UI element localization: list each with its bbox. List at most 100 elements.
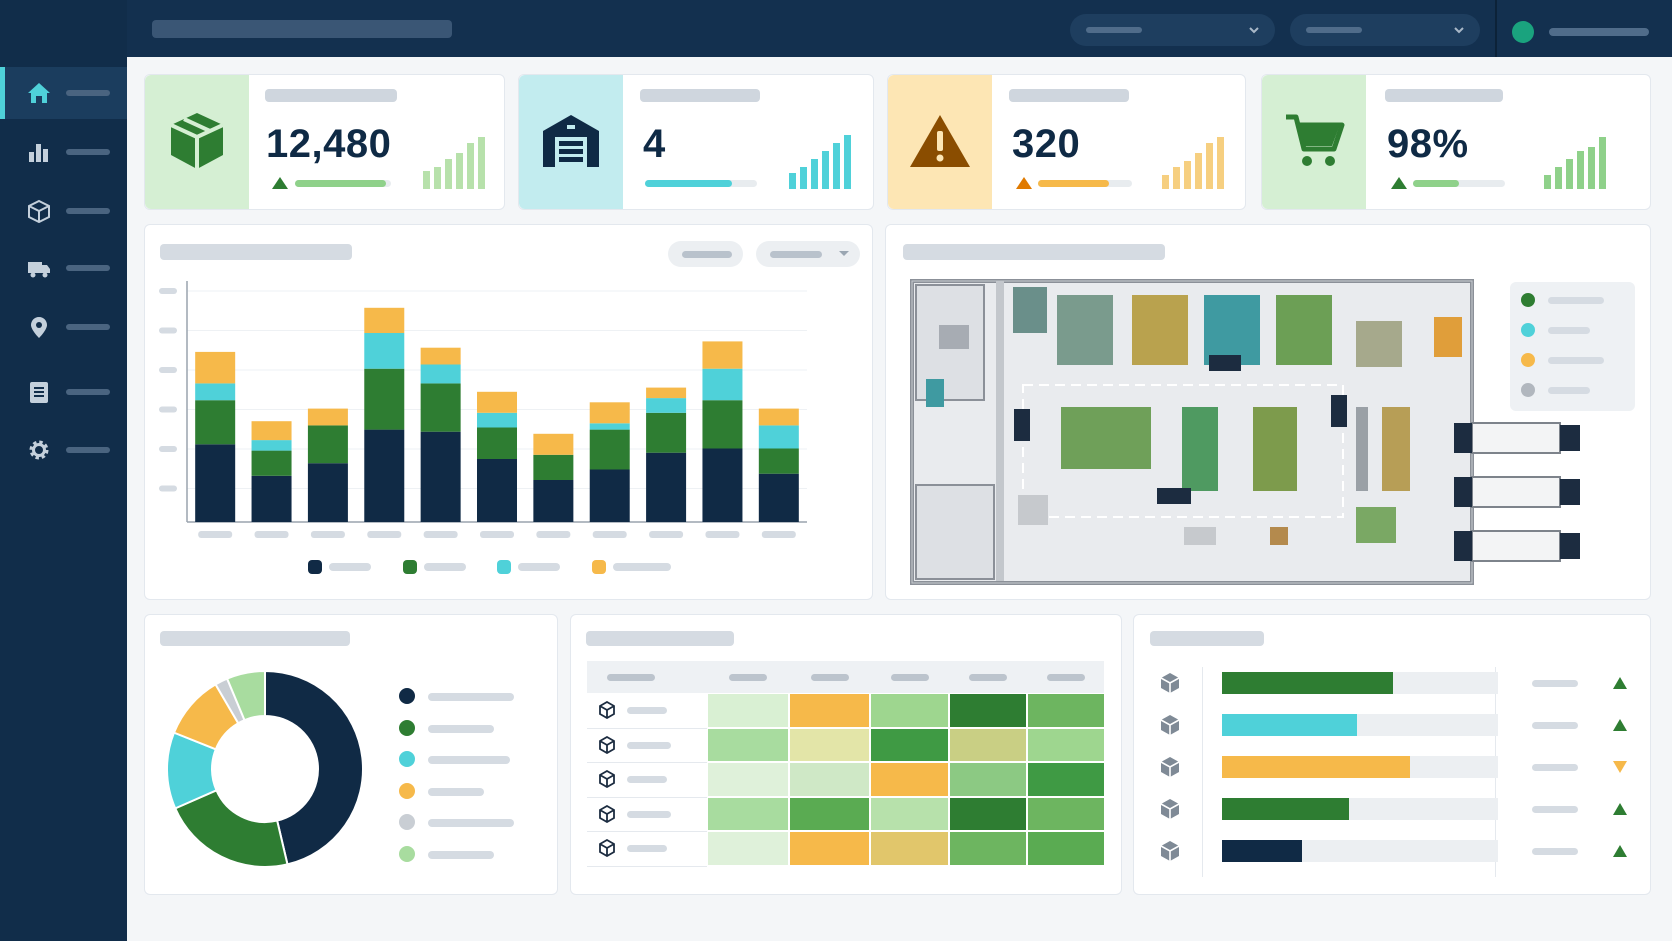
bar-segment[interactable] [251,421,292,441]
bar-segment[interactable] [646,398,687,413]
avatar[interactable] [1512,21,1534,43]
heatmap-cell[interactable] [1027,796,1105,832]
chart-filter-pill[interactable] [668,241,743,267]
sidebar-item-analytics[interactable] [0,126,127,178]
package-icon [1160,715,1180,735]
legend-label [428,819,514,827]
heatmap-cell[interactable] [789,762,870,797]
bar-segment[interactable] [420,364,461,384]
heatmap-card [570,614,1122,895]
sidebar-label [66,324,110,330]
sidebar-item-inventory[interactable] [0,185,127,237]
heatmap-cell[interactable] [1027,727,1105,763]
bar-segment[interactable] [251,450,292,476]
bar-segment[interactable] [646,412,687,453]
bar-segment[interactable] [702,368,743,401]
filter-select-2[interactable] [1290,14,1480,46]
bar-segment[interactable] [702,400,743,449]
bar-segment[interactable] [477,459,517,522]
chart-period-select[interactable] [756,241,860,267]
bar-segment[interactable] [364,333,405,369]
column-header [969,674,1007,681]
bar-segment[interactable] [364,429,405,522]
bar-segment[interactable] [420,383,461,432]
heatmap-cell[interactable] [789,693,870,728]
box-icon [599,804,615,823]
bar-segment[interactable] [364,307,405,333]
bar-segment[interactable] [533,454,574,480]
trend-up-icon [1391,177,1407,189]
warehouse-floor-plan[interactable] [886,225,1652,601]
bar-segment[interactable] [758,448,799,474]
bar-segment[interactable] [758,473,799,522]
bar-segment[interactable] [364,368,405,430]
trend-down-icon [1613,761,1627,773]
legend-label [518,563,560,571]
sidebar-label [66,149,110,155]
bar-segment[interactable] [758,425,799,449]
chevron-down-icon [1249,27,1259,34]
bar-segment[interactable] [646,452,687,522]
mini-bar-chart [423,137,485,189]
bar-segment[interactable] [646,387,687,399]
donut-segment[interactable] [225,669,266,722]
bar-segment[interactable] [477,391,517,413]
heatmap-cell[interactable] [707,796,789,832]
bar-segment[interactable] [195,400,236,445]
heatmap-cell[interactable] [707,831,789,866]
bar-segment[interactable] [195,383,236,401]
bar-segment[interactable] [420,431,461,522]
heatmap-cell[interactable] [870,796,949,832]
heatmap-cell[interactable] [707,762,789,797]
heatmap-cell[interactable] [707,693,789,728]
bar-segment[interactable] [533,480,574,522]
sidebar-item-shipping[interactable] [0,242,127,294]
bar-segment[interactable] [589,423,630,430]
bar-segment[interactable] [420,347,461,365]
bar-segment[interactable] [589,402,630,424]
sidebar-item-locations[interactable] [0,301,127,353]
bar-segment[interactable] [758,408,799,426]
sidebar-item-home[interactable] [0,67,127,119]
bar-segment[interactable] [589,429,630,470]
heatmap-cell[interactable] [949,693,1027,728]
bar-segment[interactable] [251,475,292,522]
heatmap-cell[interactable] [707,727,789,763]
heatmap-cell[interactable] [870,693,949,728]
legend-label [428,756,510,764]
bar-segment[interactable] [307,425,348,464]
bar-segment[interactable] [702,448,743,523]
bar-segment[interactable] [589,469,630,523]
user-name[interactable] [1549,28,1649,36]
legend-dot [399,751,415,767]
heatmap-cell[interactable] [870,727,949,763]
heatmap-cell[interactable] [1027,693,1105,728]
x-tick-label [480,531,514,538]
filter-select-1[interactable] [1070,14,1275,46]
legend-swatch [308,560,322,574]
package-icon [1160,799,1180,819]
bar-segment[interactable] [702,341,743,369]
heatmap-cell[interactable] [949,796,1027,832]
heatmap-cell[interactable] [1027,831,1105,866]
sidebar-item-reports[interactable] [0,366,127,418]
heatmap-cell[interactable] [949,831,1027,866]
heatmap-cell[interactable] [949,762,1027,797]
heatmap-cell[interactable] [789,727,870,763]
heatmap-cell[interactable] [870,831,949,866]
heatmap-cell[interactable] [1027,762,1105,797]
donut-segment[interactable] [264,669,364,866]
bar-segment[interactable] [533,433,574,455]
bar-segment[interactable] [477,427,517,460]
bar-segment[interactable] [307,463,348,522]
bar-segment[interactable] [195,351,236,384]
bar-segment[interactable] [251,440,292,451]
heatmap-cell[interactable] [949,727,1027,763]
heatmap-cell[interactable] [789,796,870,832]
bar-segment[interactable] [307,408,348,426]
bar-segment[interactable] [195,444,236,522]
bar-segment[interactable] [477,412,517,428]
heatmap-cell[interactable] [870,762,949,797]
sidebar-item-settings[interactable] [0,424,127,476]
heatmap-cell[interactable] [789,831,870,866]
